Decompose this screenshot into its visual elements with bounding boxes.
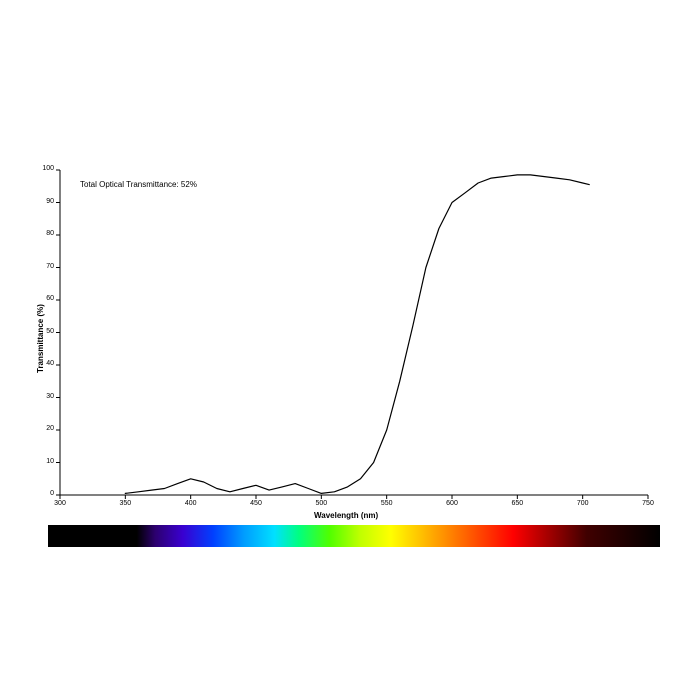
x-tick-label: 450: [244, 500, 268, 507]
x-tick-label: 550: [375, 500, 399, 507]
x-tick-label: 750: [636, 500, 660, 507]
chart-container: Transmittance (%) Wavelength (nm) Total …: [0, 0, 700, 700]
total-transmittance-annotation: Total Optical Transmittance: 52%: [80, 180, 197, 189]
x-tick-label: 300: [48, 500, 72, 507]
y-tick-label: 20: [46, 425, 54, 432]
y-tick-label: 40: [46, 360, 54, 367]
transmittance-chart: [0, 0, 700, 700]
x-tick-label: 400: [179, 500, 203, 507]
x-axis-label: Wavelength (nm): [314, 511, 378, 520]
visible-spectrum-bar: [48, 525, 660, 547]
y-tick-label: 100: [42, 165, 54, 172]
x-tick-label: 500: [309, 500, 333, 507]
y-tick-label: 50: [46, 328, 54, 335]
y-tick-label: 70: [46, 263, 54, 270]
y-axis-label: Transmittance (%): [36, 304, 45, 373]
y-tick-label: 10: [46, 458, 54, 465]
y-tick-label: 90: [46, 198, 54, 205]
x-tick-label: 350: [113, 500, 137, 507]
y-tick-label: 80: [46, 230, 54, 237]
y-tick-label: 60: [46, 295, 54, 302]
x-tick-label: 650: [505, 500, 529, 507]
x-tick-label: 600: [440, 500, 464, 507]
y-tick-label: 30: [46, 393, 54, 400]
y-tick-label: 0: [50, 490, 54, 497]
x-tick-label: 700: [571, 500, 595, 507]
